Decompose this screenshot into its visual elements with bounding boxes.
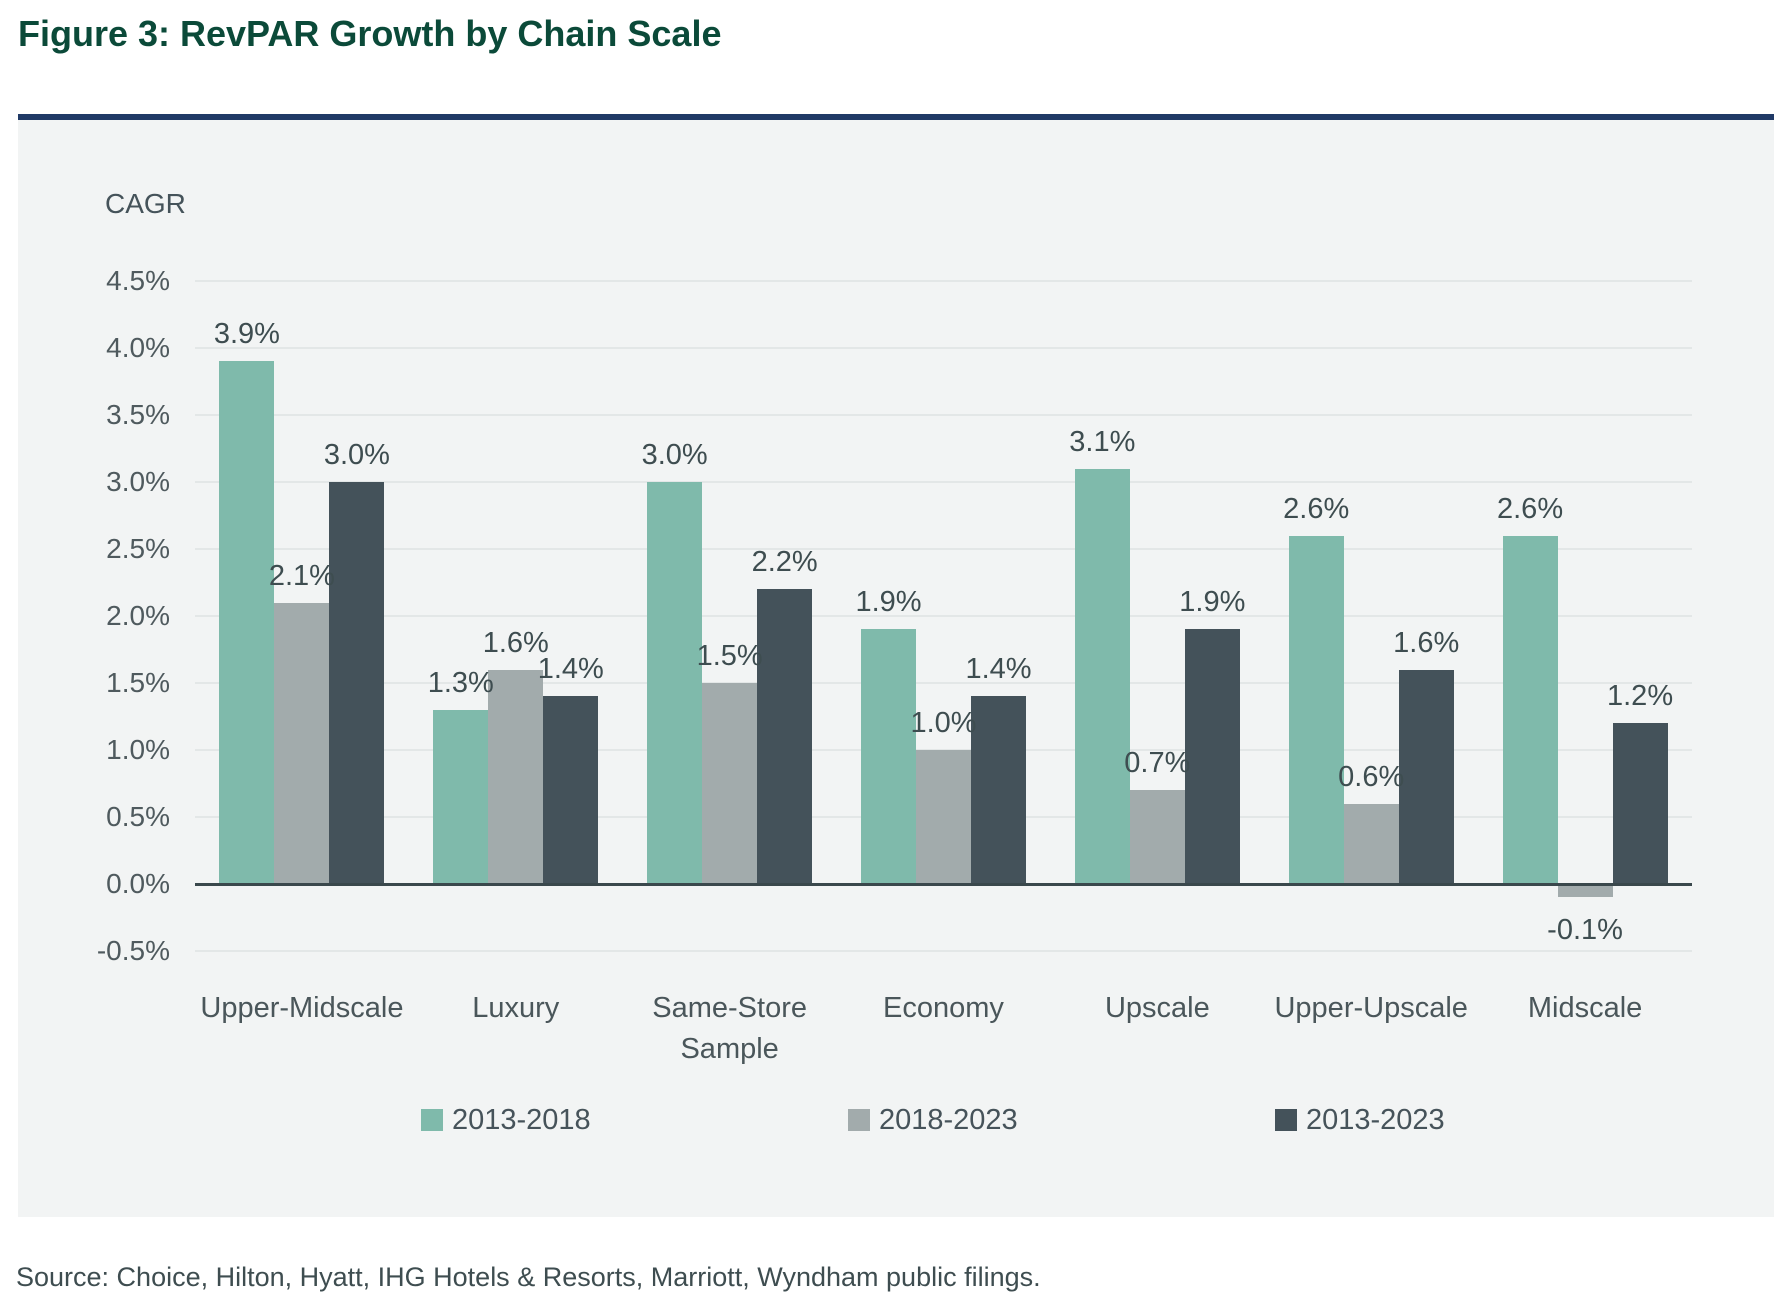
bar-2018-2023-Upper-Upscale — [1343, 803, 1399, 884]
value-label: 1.5% — [696, 640, 763, 672]
x-axis-category-label: Economy — [883, 992, 1004, 1024]
legend: 2013-2018 2018-2023 2013-2023 — [18, 1104, 1774, 1144]
bar-2013-2023-Same-Store Sample — [757, 589, 813, 884]
y-tick-label: 0.5% — [106, 801, 170, 832]
bar-2013-2023-Midscale — [1612, 723, 1668, 884]
value-label: 0.6% — [1338, 760, 1405, 793]
y-tick-label: 2.0% — [106, 600, 170, 631]
y-tick-label: 3.0% — [106, 466, 170, 497]
bar-2013-2023-Upper-Midscale — [329, 482, 385, 884]
x-axis-line — [195, 883, 1692, 886]
legend-label: 2013-2018 — [452, 1104, 591, 1136]
value-label: 1.9% — [855, 586, 922, 619]
bar-2013-2023-Upper-Upscale — [1398, 669, 1454, 884]
legend-item-2013-2018: 2013-2018 — [421, 1104, 591, 1136]
legend-item-2013-2023: 2013-2023 — [1275, 1104, 1445, 1136]
value-label: 0.7% — [1124, 747, 1191, 780]
figure-title: Figure 3: RevPAR Growth by Chain Scale — [18, 13, 722, 54]
bar-2013-2023-Luxury — [543, 696, 599, 884]
y-tick-label: -0.5% — [96, 935, 170, 966]
source-note: Source: Choice, Hilton, Hyatt, IHG Hotel… — [16, 1262, 1041, 1292]
gridline-4.0% — [195, 347, 1692, 349]
value-label: 2.6% — [1283, 492, 1350, 525]
x-axis-category-label: Upper-Midscale — [200, 992, 404, 1024]
bar-2018-2023-Midscale — [1557, 884, 1613, 898]
value-label: 1.0% — [910, 707, 977, 739]
legend-label: 2013-2023 — [1306, 1104, 1445, 1136]
value-label: 3.0% — [323, 439, 390, 471]
value-label: 2.6% — [1497, 492, 1564, 525]
gridline-3.5% — [195, 414, 1692, 416]
value-label: 1.6% — [482, 626, 549, 659]
gridline-2.5% — [195, 548, 1692, 550]
bar-2018-2023-Economy — [916, 750, 971, 884]
legend-item-2018-2023: 2018-2023 — [848, 1104, 1018, 1136]
value-label: 2.1% — [268, 559, 335, 592]
value-label: 1.6% — [1393, 626, 1460, 659]
bar-2013-2018-Luxury — [433, 709, 489, 884]
y-tick-label: 3.5% — [106, 399, 170, 430]
bar-2018-2023-Same-Store Sample — [702, 683, 758, 884]
bar-2013-2018-Upper-Midscale — [219, 361, 275, 884]
value-label: 1.3% — [427, 666, 494, 699]
legend-swatch — [848, 1109, 870, 1131]
value-label: 2.2% — [751, 546, 818, 579]
value-label: 1.9% — [1179, 586, 1246, 619]
value-label: 3.1% — [1069, 425, 1136, 458]
x-axis-category-label: Upper-Upscale — [1274, 992, 1468, 1024]
bar-2013-2018-Upper-Upscale — [1288, 535, 1344, 884]
chart-panel: CAGR 4.5% 4.0% 3.5% 3.0% 2.5% 2.0% 1.5% 1.0% 0.5… — [18, 120, 1774, 1217]
value-label: 3.9% — [213, 318, 280, 351]
legend-swatch — [421, 1109, 443, 1131]
x-axis-category-label: Same-Store Sample — [652, 992, 807, 1065]
y-tick-label: 0.0% — [106, 868, 170, 899]
bar-2013-2018-Economy — [861, 629, 916, 884]
y-tick-label: 4.5% — [106, 265, 170, 296]
y-tick-label: 4.0% — [106, 332, 170, 363]
legend-swatch — [1275, 1109, 1297, 1131]
value-label: 1.4% — [965, 653, 1032, 686]
y-tick-label: 1.5% — [106, 667, 170, 698]
bar-2013-2023-Upscale — [1184, 629, 1240, 884]
title-divider — [18, 114, 1774, 120]
gridline-4.5% — [195, 280, 1692, 282]
gridline--0.5% — [195, 950, 1692, 952]
value-label: 1.4% — [537, 653, 604, 686]
gridline-2.0% — [195, 615, 1692, 617]
x-axis-category-label: Luxury — [472, 992, 560, 1024]
y-axis-title: CAGR — [105, 188, 186, 219]
bar-2018-2023-Luxury — [488, 669, 544, 884]
y-tick-label: 1.0% — [106, 734, 170, 765]
bar-2018-2023-Upper-Midscale — [274, 602, 330, 884]
x-axis-category-label: Midscale — [1527, 992, 1643, 1024]
value-label: 3.0% — [641, 439, 708, 471]
bar-2018-2023-Upscale — [1129, 790, 1185, 884]
value-label: -0.1% — [1547, 914, 1623, 947]
value-label: 1.2% — [1607, 680, 1674, 713]
gridline-3.0% — [195, 481, 1692, 483]
bar-2013-2018-Upscale — [1074, 468, 1130, 884]
y-tick-label: 2.5% — [106, 533, 170, 564]
x-axis-category-label: Upscale — [1104, 992, 1210, 1024]
gridline-1.5% — [195, 682, 1692, 684]
bar-2013-2018-Midscale — [1502, 535, 1558, 884]
legend-label: 2018-2023 — [879, 1104, 1018, 1136]
bar-2013-2018-Same-Store Sample — [647, 482, 703, 884]
bar-2013-2023-Economy — [971, 696, 1026, 884]
